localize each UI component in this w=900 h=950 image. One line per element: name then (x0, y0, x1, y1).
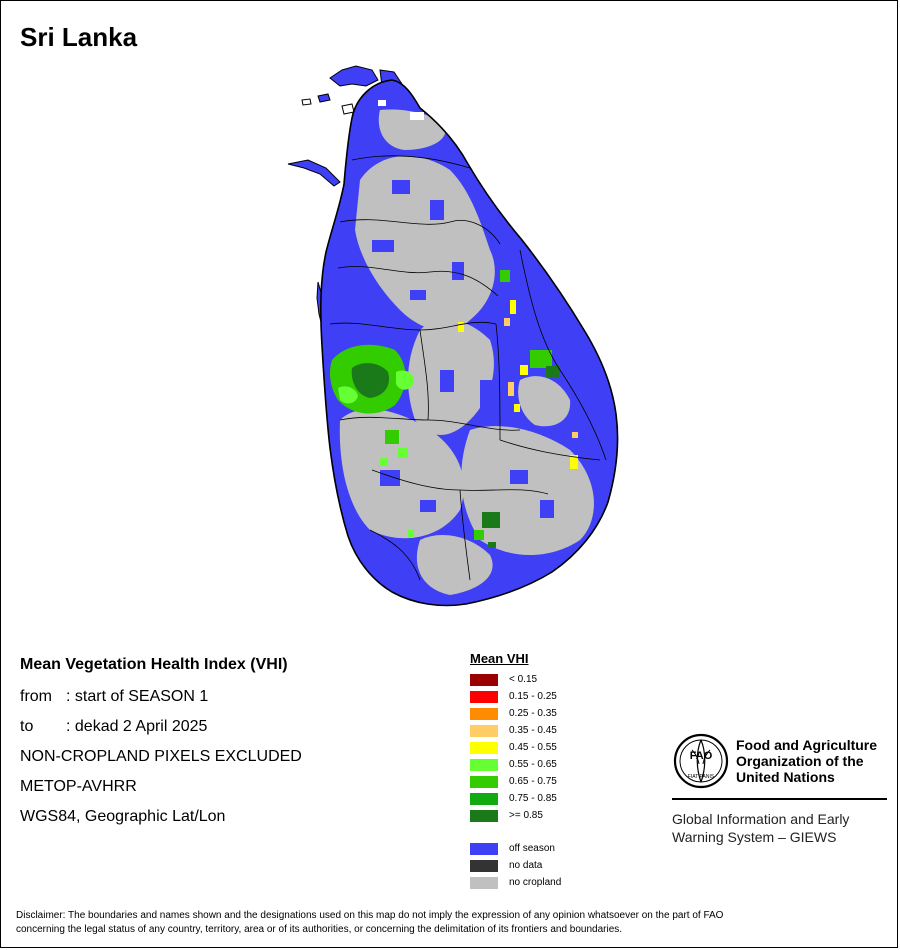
map-title: Sri Lanka (20, 22, 138, 52)
fao-organization-name: Food and Agriculture Organization of the… (736, 737, 877, 785)
legend-swatch (470, 707, 498, 720)
legend-label: 0.75 - 0.85 (509, 793, 557, 804)
legend-label: no data (509, 860, 543, 871)
legend-class-row: 0.55 - 0.65 (470, 756, 630, 773)
map-area (287, 65, 619, 607)
no-cropland-zone (355, 156, 495, 331)
legend-label: no cropland (509, 877, 562, 888)
from-value: : start of SEASON 1 (66, 688, 209, 705)
legend-class-row: < 0.15 (470, 671, 630, 688)
fao-name-line: Food and Agriculture (736, 737, 878, 753)
projection-name: WGS84, Geographic Lat/Lon (20, 808, 226, 825)
no-cropland-zone (416, 535, 493, 595)
map-legend: Mean VHI < 0.15 0.15 - 0.25 0.25 - 0.35 0.3… (470, 651, 630, 891)
legend-swatch (470, 792, 498, 805)
legend-class-row: >= 0.85 (470, 807, 630, 824)
giews-line: Warning System – GIEWS (672, 829, 837, 845)
legend-swatch (470, 859, 498, 872)
legend-label: 0.55 - 0.65 (509, 759, 557, 770)
giews-line: Global Information and Early (672, 811, 850, 827)
legend-swatch (470, 775, 498, 788)
fao-branding: FAO FIAT PANIS Food and Agriculture Orga… (672, 732, 890, 846)
fao-name-line: United Nations (736, 769, 835, 785)
legend-label: >= 0.85 (509, 810, 543, 821)
period-from: from : start of SEASON 1 (20, 686, 440, 716)
legend-label: 0.45 - 0.55 (509, 742, 557, 753)
to-value: : dekad 2 April 2025 (66, 718, 208, 735)
legend-swatch (470, 842, 498, 855)
legend-status-classes: off season no data no cropland (470, 840, 630, 891)
legend-label: off season (509, 843, 555, 854)
delft-island (317, 93, 331, 103)
legend-class-row: 0.15 - 0.25 (470, 688, 630, 705)
legend-class-row: 0.35 - 0.45 (470, 722, 630, 739)
legend-swatch (470, 741, 498, 754)
jaffna-peninsula (329, 65, 379, 87)
legend-swatch (470, 724, 498, 737)
legend-swatch (470, 758, 498, 771)
legend-swatch (470, 673, 498, 686)
to-label: to (20, 718, 34, 735)
disclaimer-line: concerning the legal status of any count… (16, 924, 623, 935)
fao-logo-motto: FIAT PANIS (688, 774, 715, 780)
legend-status-row: no data (470, 857, 630, 874)
period-to: to : dekad 2 April 2025 (20, 716, 440, 746)
from-label: from (20, 688, 52, 705)
no-cropland-zone (378, 109, 446, 150)
fao-logo-text: FAO (690, 750, 713, 762)
mannar-island (287, 159, 341, 187)
fao-name-line: Organization of the (736, 753, 864, 769)
small-island (341, 103, 355, 115)
legend-title: Mean VHI (470, 651, 529, 666)
legend-swatch (470, 876, 498, 889)
fao-logo: FAO FIAT PANIS (673, 733, 729, 789)
no-cropland-zone (518, 376, 571, 427)
giews-name: Global Information and Early Warning Sys… (672, 810, 890, 846)
legend-swatch (470, 809, 498, 822)
map-info-block: Mean Vegetation Health Index (VHI) from:… (20, 656, 440, 836)
legend-label: < 0.15 (509, 674, 538, 685)
legend-label: 0.35 - 0.45 (509, 725, 557, 736)
legend-class-row: 0.75 - 0.85 (470, 790, 630, 807)
sri-lanka-map (287, 65, 619, 607)
exclusion-note: NON-CROPLAND PIXELS EXCLUDED (20, 748, 302, 765)
legend-swatch (470, 690, 498, 703)
legend-class-row: 0.45 - 0.55 (470, 739, 630, 756)
legend-class-row: 0.25 - 0.35 (470, 705, 630, 722)
legend-classes: < 0.15 0.15 - 0.25 0.25 - 0.35 0.35 - 0.45 0… (470, 671, 630, 824)
legend-label: 0.15 - 0.25 (509, 691, 557, 702)
disclaimer-line: Disclaimer: The boundaries and names sho… (16, 910, 724, 921)
fao-divider (672, 798, 887, 800)
sensor-name: METOP-AVHRR (20, 778, 137, 795)
legend-label: 0.25 - 0.35 (509, 708, 557, 719)
small-island (301, 98, 312, 106)
index-heading: Mean Vegetation Health Index (VHI) (20, 656, 288, 673)
district-boundaries (329, 155, 607, 581)
disclaimer: Disclaimer: The boundaries and names sho… (16, 909, 886, 937)
legend-label: 0.65 - 0.75 (509, 776, 557, 787)
legend-status-row: no cropland (470, 874, 630, 891)
legend-class-row: 0.65 - 0.75 (470, 773, 630, 790)
legend-status-row: off season (470, 840, 630, 857)
